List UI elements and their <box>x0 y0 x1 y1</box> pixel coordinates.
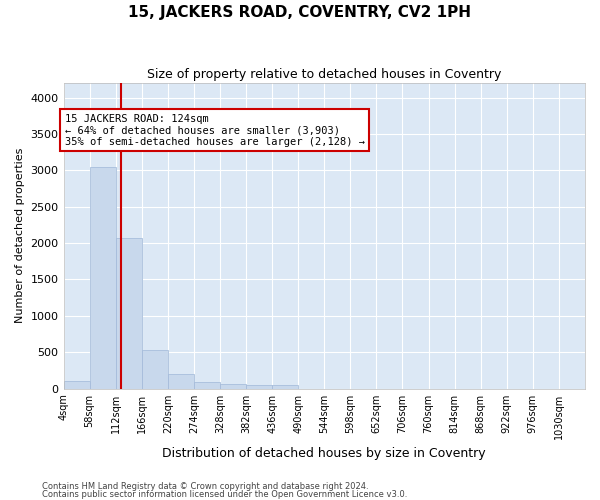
Bar <box>89 166 116 388</box>
Text: 15, JACKERS ROAD, COVENTRY, CV2 1PH: 15, JACKERS ROAD, COVENTRY, CV2 1PH <box>128 5 472 20</box>
Bar <box>194 382 220 388</box>
Text: 15 JACKERS ROAD: 124sqm
← 64% of detached houses are smaller (3,903)
35% of semi: 15 JACKERS ROAD: 124sqm ← 64% of detache… <box>65 114 365 147</box>
Bar <box>116 238 142 388</box>
Bar <box>142 350 168 389</box>
Bar <box>246 384 272 388</box>
X-axis label: Distribution of detached houses by size in Coventry: Distribution of detached houses by size … <box>163 447 486 460</box>
Bar <box>64 382 89 388</box>
Text: Contains HM Land Registry data © Crown copyright and database right 2024.: Contains HM Land Registry data © Crown c… <box>42 482 368 491</box>
Bar <box>168 374 194 388</box>
Text: Contains public sector information licensed under the Open Government Licence v3: Contains public sector information licen… <box>42 490 407 499</box>
Bar <box>272 386 298 388</box>
Bar <box>220 384 246 388</box>
Title: Size of property relative to detached houses in Coventry: Size of property relative to detached ho… <box>147 68 502 80</box>
Y-axis label: Number of detached properties: Number of detached properties <box>15 148 25 324</box>
